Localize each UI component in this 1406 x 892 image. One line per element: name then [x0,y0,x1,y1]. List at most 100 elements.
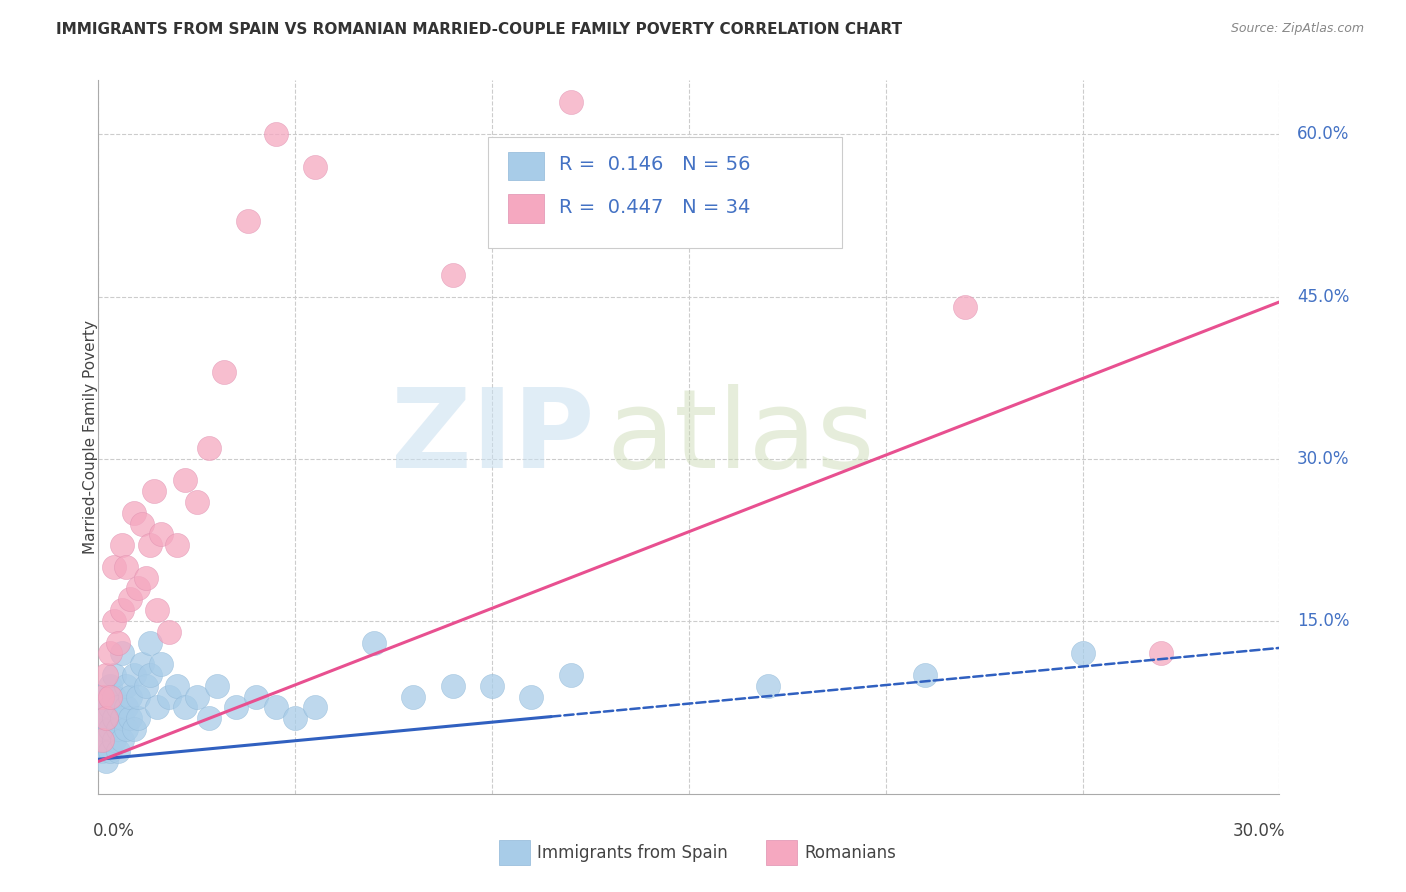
Point [122,668,145,682]
Point [115,700,138,714]
FancyBboxPatch shape [488,137,842,248]
Point [135,571,157,585]
Text: 60.0%: 60.0% [1298,126,1350,144]
Point [91,700,114,714]
Point [111,711,134,725]
Point [131,657,153,672]
Point [98,722,121,736]
Point [122,722,145,736]
Point [197,441,219,455]
Point [560,95,582,109]
Point [174,700,197,714]
Point [127,711,149,725]
Point [107,744,129,758]
Point [157,624,180,639]
Point [363,635,385,649]
Point [1071,646,1094,660]
Point [142,484,165,499]
Point [441,268,464,282]
Point [127,582,149,596]
Point [138,668,160,682]
Point [98,646,121,660]
Point [236,214,259,228]
Point [107,635,129,649]
Point [96,711,118,725]
Point [122,506,145,520]
Point [115,559,138,574]
Point [146,603,169,617]
Point [197,711,219,725]
Point [214,365,236,379]
Point [127,690,149,704]
Point [96,690,118,704]
Text: 45.0%: 45.0% [1298,287,1350,306]
Point [138,538,160,552]
Point [103,614,125,628]
Point [186,495,208,509]
Point [103,668,125,682]
Point [103,690,125,704]
Point [166,538,188,552]
Point [111,538,134,552]
Point [96,711,118,725]
Point [131,516,153,531]
Text: IMMIGRANTS FROM SPAIN VS ROMANIAN MARRIED-COUPLE FAMILY POVERTY CORRELATION CHAR: IMMIGRANTS FROM SPAIN VS ROMANIAN MARRIE… [56,22,903,37]
Point [91,732,114,747]
Point [98,679,121,693]
Point [166,679,188,693]
Point [264,700,287,714]
Point [115,679,138,693]
Point [953,301,976,315]
Text: R =  0.146   N = 56: R = 0.146 N = 56 [560,155,751,174]
Point [205,679,228,693]
Text: atlas: atlas [606,384,875,491]
Point [225,700,247,714]
Point [264,128,287,142]
Point [103,559,125,574]
Point [118,592,141,607]
Bar [508,152,544,180]
Point [135,679,157,693]
Point [98,690,121,704]
Point [304,160,326,174]
Point [157,690,180,704]
Point [98,700,121,714]
Point [111,603,134,617]
Point [91,690,114,704]
Point [441,679,464,693]
Text: R =  0.447   N = 34: R = 0.447 N = 34 [560,198,751,217]
Point [150,527,173,541]
Point [111,732,134,747]
Point [91,744,114,758]
Point [103,711,125,725]
Point [245,690,267,704]
Text: Romanians: Romanians [804,844,896,862]
Point [96,668,118,682]
Point [115,722,138,736]
Point [96,732,118,747]
Point [138,635,160,649]
Point [118,711,141,725]
Point [174,473,197,487]
Point [481,679,503,693]
Point [914,668,936,682]
Point [520,690,543,704]
Point [96,755,118,769]
Point [91,722,114,736]
Point [146,700,169,714]
Point [560,668,582,682]
Point [103,732,125,747]
Y-axis label: Married-Couple Family Poverty: Married-Couple Family Poverty [83,320,97,554]
Point [186,690,208,704]
Point [756,679,779,693]
Text: ZIP: ZIP [391,384,595,491]
Point [118,690,141,704]
Text: 15.0%: 15.0% [1298,612,1350,630]
Point [1150,646,1173,660]
Point [107,700,129,714]
Point [304,700,326,714]
Point [98,744,121,758]
Bar [508,194,544,223]
Text: 30.0%: 30.0% [1298,450,1350,467]
Point [150,657,173,672]
